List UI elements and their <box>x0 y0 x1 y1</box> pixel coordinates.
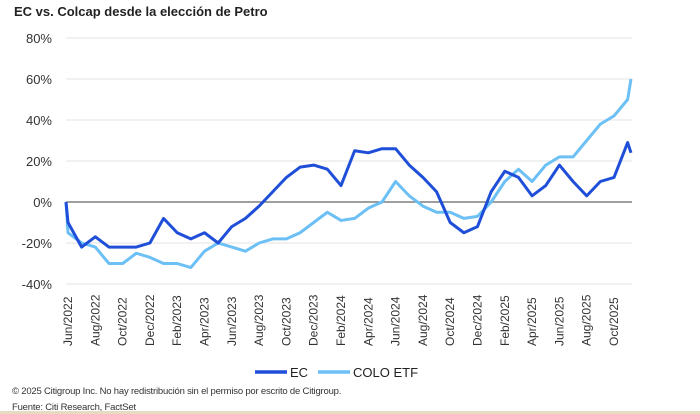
x-tick-label: Dec/2022 <box>143 294 157 346</box>
y-tick-label: 60% <box>26 72 52 87</box>
x-tick-label: Jun/2022 <box>61 296 75 346</box>
x-tick-label: Apr/2025 <box>525 297 539 346</box>
source-note: Fuente: Citi Research, FactSet <box>12 402 136 413</box>
x-tick-label: Jun/2023 <box>225 296 239 346</box>
chart-title: EC vs. Colcap desde la elección de Petro <box>14 4 268 19</box>
x-tick-label: Aug/2025 <box>580 294 594 346</box>
x-tick-label: Aug/2022 <box>88 294 102 346</box>
x-tick-label: Feb/2023 <box>170 295 184 346</box>
x-tick-label: Apr/2024 <box>361 297 375 346</box>
x-tick-label: Aug/2023 <box>252 294 266 346</box>
copyright-note: © 2025 Citigroup Inc. No hay redistribuc… <box>12 386 342 397</box>
y-tick-label: 40% <box>26 113 52 128</box>
series-line-ec <box>64 141 633 249</box>
x-tick-label: Apr/2023 <box>198 297 212 346</box>
x-tick-label: Jun/2024 <box>389 296 403 346</box>
x-tick-label: Dec/2023 <box>307 294 321 346</box>
x-tick-label: Feb/2024 <box>334 295 348 346</box>
x-tick-label: Oct/2025 <box>607 297 621 346</box>
x-tick-label: Jun/2025 <box>552 296 566 346</box>
x-tick-label: Aug/2024 <box>416 294 430 346</box>
y-tick-label: 20% <box>26 154 52 169</box>
x-tick-label: Dec/2024 <box>471 294 485 346</box>
series-line-colo-etf <box>64 78 633 270</box>
y-tick-label: 0% <box>33 195 52 210</box>
legend-label: COLO ETF <box>353 365 418 380</box>
y-tick-label: 80% <box>26 31 52 46</box>
y-tick-label: -40% <box>22 277 53 292</box>
x-tick-label: Feb/2025 <box>498 295 512 346</box>
x-tick-label: Oct/2023 <box>279 297 293 346</box>
bottom-border <box>0 411 700 414</box>
legend-label: EC <box>290 365 308 380</box>
x-tick-label: Oct/2024 <box>443 297 457 346</box>
y-tick-label: -20% <box>22 236 53 251</box>
x-tick-label: Oct/2022 <box>116 297 130 346</box>
